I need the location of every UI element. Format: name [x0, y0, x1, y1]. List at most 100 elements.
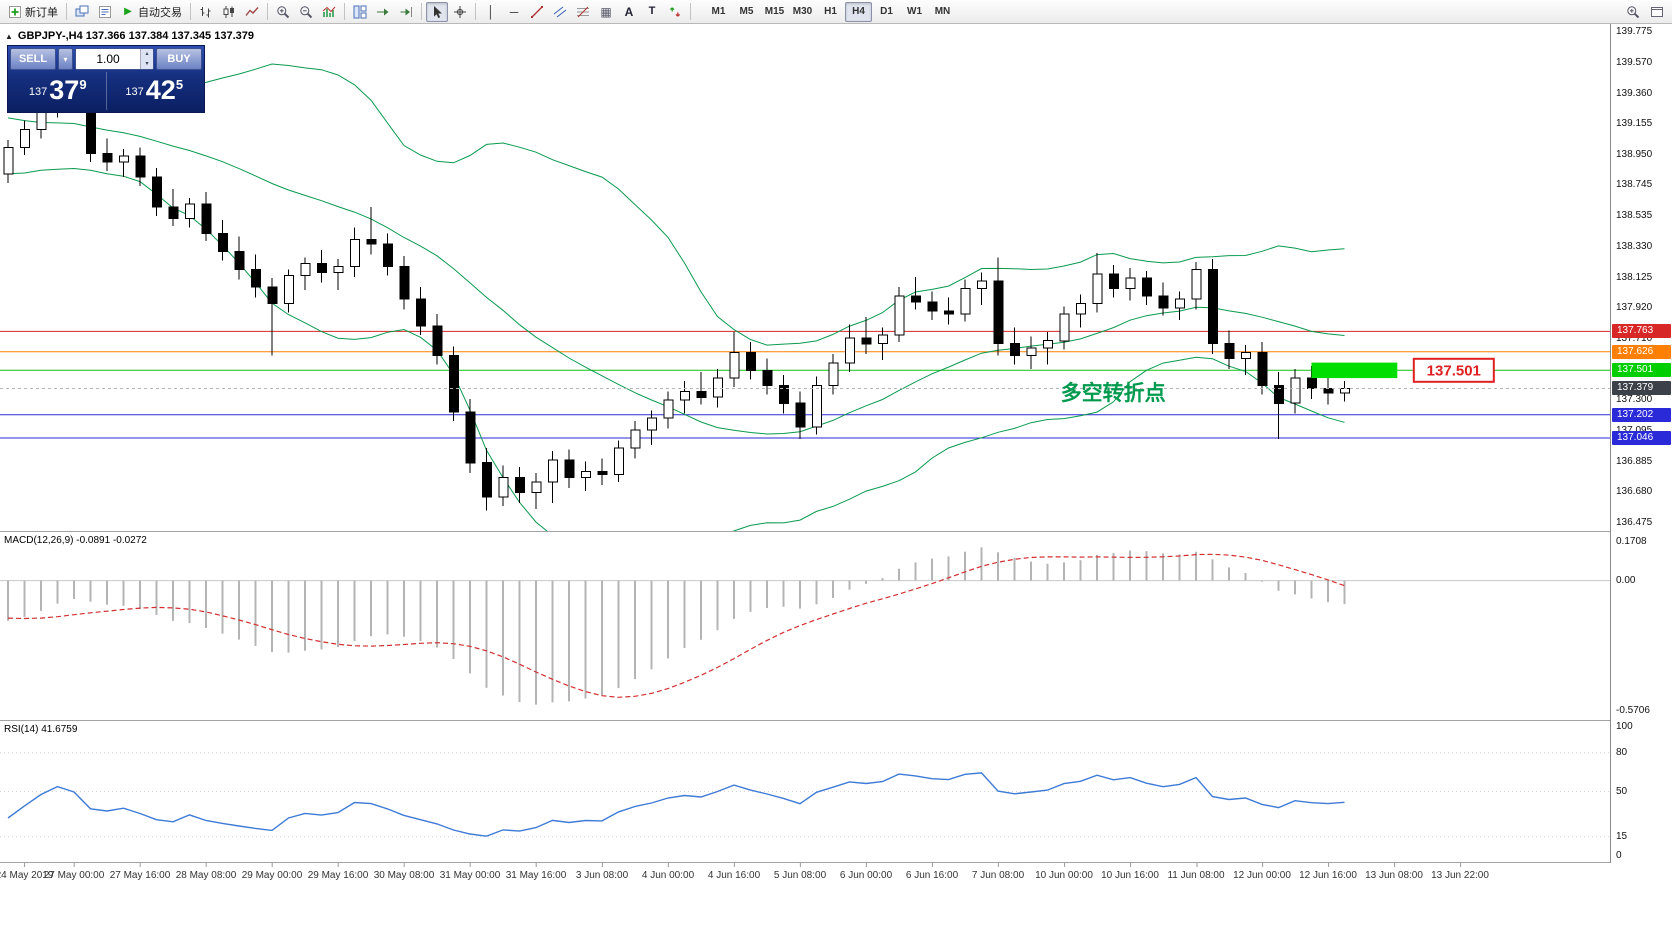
- price-tick: 138.950: [1616, 148, 1653, 160]
- symbol-marker-icon: ▲: [5, 31, 13, 41]
- shift-icon: [399, 5, 413, 19]
- price-tick: 136.885: [1616, 455, 1653, 467]
- sell-price-display[interactable]: 137 37 9: [28, 75, 87, 105]
- scroll-icon: [376, 5, 390, 19]
- volume-input[interactable]: [76, 49, 140, 69]
- price-callout-text: 137.501: [1427, 362, 1481, 379]
- auto-scroll-button[interactable]: [372, 2, 394, 22]
- bid-price-tag: 137.379: [1612, 381, 1671, 396]
- toolbar-separator: [267, 3, 268, 20]
- timeframe-m5-button[interactable]: M5: [733, 2, 760, 22]
- toolbar-right-icons: [1622, 2, 1668, 22]
- fibo-icon: [576, 5, 590, 19]
- tile-windows-button[interactable]: [349, 2, 371, 22]
- list-icon: [98, 5, 112, 19]
- price-tick: 139.155: [1616, 118, 1653, 130]
- timeframe-h4-button[interactable]: H4: [845, 1, 872, 22]
- line-chart-button[interactable]: [241, 2, 263, 22]
- time-label: 11 Jun 08:00: [1167, 863, 1225, 881]
- hline-icon: ─: [509, 4, 519, 19]
- rsi-line: [7, 772, 1345, 837]
- time-label: 12 Jun 00:00: [1233, 863, 1291, 881]
- panel-divider[interactable]: [0, 531, 1672, 532]
- volume-decrease-button[interactable]: ▾: [141, 59, 153, 69]
- data-window-button[interactable]: [94, 2, 116, 22]
- new-order-button[interactable]: 新订单: [4, 2, 62, 22]
- bars-icon: [199, 5, 213, 19]
- indicators-button[interactable]: [318, 2, 340, 22]
- time-label: 4 Jun 16:00: [707, 863, 761, 881]
- rsi-panel[interactable]: [0, 721, 1610, 862]
- autotrade-button[interactable]: ▶ 自动交易: [117, 2, 186, 22]
- candlestick-chart-button[interactable]: [218, 2, 240, 22]
- crosshair-button[interactable]: [449, 2, 471, 22]
- bollinger-bands: [7, 61, 1345, 531]
- price-tick: 139.775: [1616, 26, 1653, 37]
- indicator-icon: [322, 5, 336, 19]
- highlight-rectangle[interactable]: [1311, 362, 1398, 379]
- horizontal-line-button[interactable]: ─: [503, 2, 525, 22]
- text-button[interactable]: A: [618, 2, 640, 22]
- timeframe-d1-button[interactable]: D1: [873, 2, 900, 22]
- timeframe-h1-button[interactable]: H1: [817, 2, 844, 22]
- time-label: 12 Jun 16:00: [1299, 863, 1357, 881]
- price-tick: 138.535: [1616, 210, 1653, 222]
- vertical-line-button[interactable]: │: [480, 2, 502, 22]
- panel-divider[interactable]: [0, 720, 1672, 721]
- sell-button[interactable]: SELL: [10, 48, 56, 70]
- fibonacci-button[interactable]: [572, 2, 594, 22]
- order-options-dropdown[interactable]: ▾: [58, 48, 73, 70]
- time-label: 4 Jun 00:00: [641, 863, 695, 881]
- bollinger-upper-line: [7, 61, 1345, 346]
- price-callout-box[interactable]: [1412, 357, 1495, 383]
- timeframe-m1-button[interactable]: M1: [705, 2, 732, 22]
- price-tick: 136.475: [1616, 517, 1653, 528]
- price-tag-137.202: 137.202: [1612, 407, 1671, 422]
- price-tick: 0: [1616, 850, 1622, 861]
- macd-signal-line: [7, 553, 1345, 698]
- price-chart[interactable]: 多空转折点 137.501: [0, 24, 1610, 531]
- price-tick: 137.710: [1616, 333, 1653, 345]
- timeframe-w1-button[interactable]: W1: [901, 2, 928, 22]
- tile-icon: [353, 5, 367, 19]
- price-tick: 0.00: [1616, 574, 1636, 586]
- price-tag-137.046: 137.046: [1612, 431, 1671, 446]
- crosshair-icon: [453, 5, 467, 19]
- time-label: 13 Jun 08:00: [1365, 863, 1423, 881]
- timeframe-m30-button[interactable]: M30: [789, 2, 816, 22]
- arrows-icon: [668, 5, 682, 19]
- bar-chart-button[interactable]: [195, 2, 217, 22]
- macd-panel[interactable]: [0, 532, 1610, 720]
- price-divider: [105, 72, 107, 110]
- zoom-in-button[interactable]: [272, 2, 294, 22]
- cursor-button[interactable]: [426, 1, 448, 22]
- zoom-out-button[interactable]: [295, 2, 317, 22]
- shapes-button[interactable]: ▦: [595, 2, 617, 22]
- time-label: 24 May 2019: [0, 863, 53, 881]
- timeframe-mn-button[interactable]: MN: [929, 2, 956, 22]
- price-tag-137.501: 137.501: [1612, 363, 1671, 378]
- timeframe-m15-button[interactable]: M15: [761, 2, 788, 22]
- buy-price-display[interactable]: 137 42 5: [125, 75, 184, 105]
- toolbar-separator: [421, 3, 422, 20]
- charts-cascade-button[interactable]: [71, 2, 93, 22]
- time-label: 27 May 16:00: [109, 863, 171, 881]
- arrows-button[interactable]: [664, 2, 686, 22]
- shapes-icon: ▦: [600, 4, 612, 19]
- buy-button[interactable]: BUY: [156, 48, 202, 70]
- price-tag-137.626: 137.626: [1612, 344, 1671, 359]
- price-tick: 136.680: [1616, 486, 1653, 498]
- chart-shift-button[interactable]: [395, 2, 417, 22]
- bollinger-lower-line: [7, 167, 1345, 531]
- price-scale[interactable]: 139.775 139.570 139.360 139.155 138.950 138.7…: [1610, 24, 1672, 863]
- time-axis[interactable]: 24 May 2019 27 May 00:00 27 May 16:00 28 Ma…: [0, 863, 1610, 890]
- toolbar: 新订单 ▶ 自动交易 │ ─ ▦ A T M1 M5 M15 M30 H1 H4 D1 W1 MN: [0, 0, 1672, 24]
- new-window-button[interactable]: [1646, 2, 1668, 22]
- volume-increase-button[interactable]: ▴: [141, 49, 153, 59]
- search-button[interactable]: [1622, 2, 1644, 22]
- trendline-button[interactable]: [526, 2, 548, 22]
- annotation-text[interactable]: 多空转折点: [1061, 381, 1166, 405]
- channel-button[interactable]: [549, 2, 571, 22]
- text-label-button[interactable]: T: [641, 2, 663, 22]
